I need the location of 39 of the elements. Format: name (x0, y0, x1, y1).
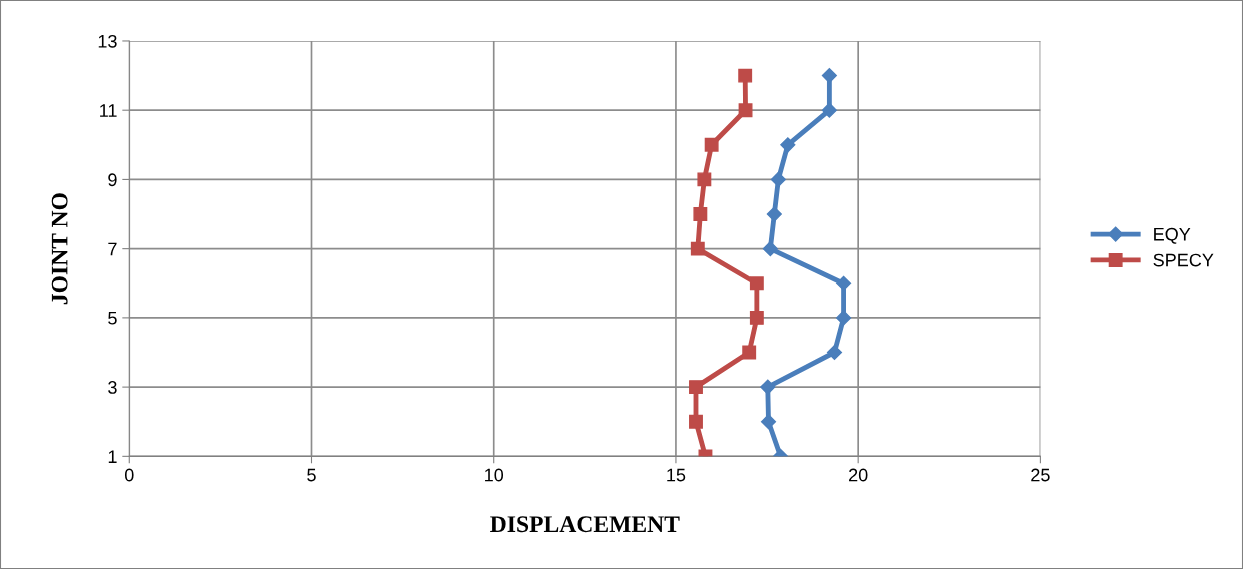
point (749, 310, 764, 325)
x-tick-label: 20 (849, 468, 868, 482)
legend-label: EQY (1154, 227, 1191, 244)
x-axis-title: DISPLACEMENT (490, 516, 680, 533)
point (742, 345, 757, 360)
point (762, 241, 778, 257)
point (836, 275, 852, 291)
point (738, 103, 753, 118)
y-tick-label: 5 (108, 312, 117, 325)
point (697, 172, 712, 187)
x-tick-label: 10 (485, 468, 504, 482)
point (826, 344, 843, 361)
point (689, 414, 703, 429)
point (689, 380, 703, 395)
point (836, 310, 852, 326)
legend-label: SPECY (1153, 253, 1214, 267)
point (690, 241, 705, 256)
y-tick-label: 3 (108, 381, 117, 394)
y-tick-label: 11 (100, 104, 117, 117)
point (780, 137, 796, 153)
point (738, 68, 753, 83)
point (760, 379, 776, 395)
point (760, 414, 777, 430)
point (821, 68, 837, 84)
y-tick-label: 1 (108, 450, 117, 463)
x-tick-label: 25 (1031, 468, 1050, 482)
point (693, 207, 708, 221)
x-tick-label: 15 (667, 468, 686, 482)
x-tick-label: 5 (307, 468, 316, 482)
y-tick-label: 9 (108, 173, 117, 187)
point (766, 206, 782, 222)
y-axis-title: JOINT NO (51, 193, 68, 305)
x-tick-label: 0 (124, 468, 134, 482)
point (749, 276, 764, 291)
point (770, 171, 786, 187)
point (821, 102, 837, 118)
y-tick-label: 7 (108, 242, 117, 256)
y-tick-label: 13 (98, 34, 117, 48)
point (704, 137, 719, 152)
